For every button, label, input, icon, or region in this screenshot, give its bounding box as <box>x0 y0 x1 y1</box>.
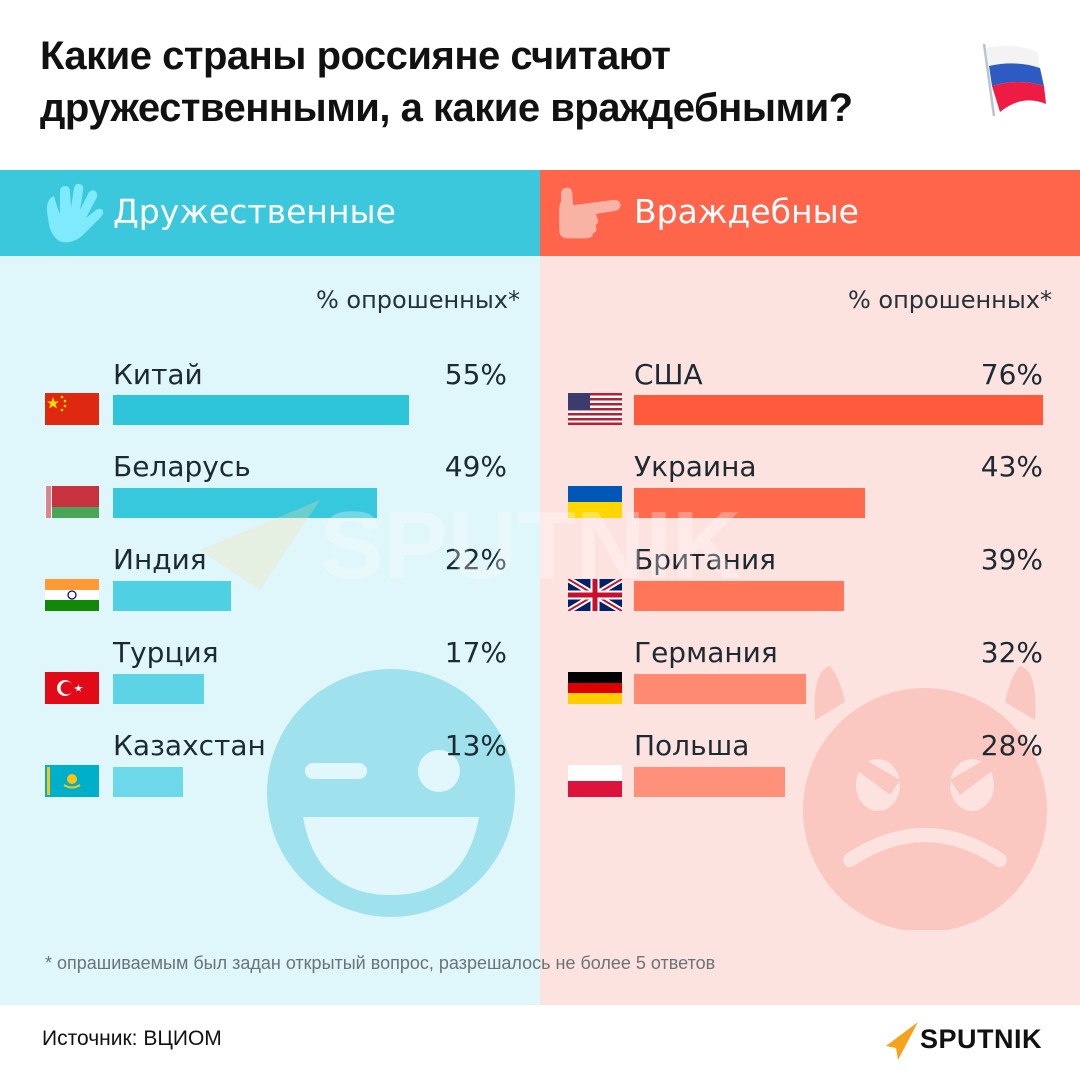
ukraine-flag-icon <box>568 486 622 518</box>
hostile-bar-germany <box>634 674 806 704</box>
friendly-bar-turkey <box>113 674 204 704</box>
friendly-row-india: Индия 22% <box>0 543 540 623</box>
hostile-bar-poland <box>634 767 785 797</box>
waving-hand-icon <box>46 183 104 243</box>
footnote: * опрашиваемым был задан открытый вопрос… <box>45 953 716 973</box>
percent-label: 39% <box>980 543 1043 576</box>
percent-label: 22% <box>444 543 507 576</box>
country-label: Германия <box>634 636 778 669</box>
friendly-bar-kazakhstan <box>113 767 183 797</box>
friendly-bar-row-turkey <box>0 654 540 734</box>
percent-label: 17% <box>444 636 507 669</box>
country-label: Польша <box>634 729 750 762</box>
friendly-bar-row-china <box>0 375 540 455</box>
russia-flag-icon <box>982 43 1046 117</box>
hostile-header-band: Враждебные <box>540 170 1080 256</box>
hostile-panel: Враждебные % опрошенных* США 76% Украина… <box>540 170 1080 1005</box>
hostile-bar-uk <box>634 581 844 611</box>
percent-label: 43% <box>980 450 1043 483</box>
hostile-bar-ukraine <box>634 488 865 518</box>
hostile-bar-row-germany <box>540 654 1080 734</box>
country-label: Британия <box>634 543 776 576</box>
source-label: Источник: ВЦИОМ <box>42 1027 222 1050</box>
friendly-bar-belarus <box>113 488 377 518</box>
percent-label: 32% <box>980 636 1043 669</box>
friendly-header-band: Дружественные <box>0 170 540 256</box>
friendly-panel: Дружественные % опрошенных* Китай 55% Бе… <box>0 170 540 1005</box>
percent-label: 13% <box>444 729 507 762</box>
china-flag-icon <box>45 393 99 425</box>
country-label: Казахстан <box>113 729 266 762</box>
friendly-bar-row-kazakhstan <box>0 747 540 827</box>
friendly-bar-row-belarus <box>0 468 540 548</box>
percent-label: 49% <box>444 450 507 483</box>
hostile-bar-row-poland <box>540 747 1080 827</box>
friendly-row-belarus: Беларусь 49% <box>0 450 540 530</box>
pointing-hand-icon <box>559 187 621 239</box>
sputnik-logo: SPUTNIK <box>884 1018 1054 1062</box>
hostile-row-uk: Британия 39% <box>540 543 1080 623</box>
hostile-row-usa: США 76% <box>540 358 1080 438</box>
country-label: Китай <box>113 358 203 391</box>
kazakhstan-flag-icon <box>45 765 99 797</box>
friendly-unit-label: % опрошенных* <box>316 286 520 314</box>
hostile-bar-usa <box>634 395 1043 425</box>
country-label: США <box>634 358 703 391</box>
hostile-row-germany: Германия 32% <box>540 636 1080 716</box>
friendly-bar-china <box>113 395 409 425</box>
hostile-bar-row-usa <box>540 375 1080 455</box>
country-label: Украина <box>634 450 757 483</box>
percent-label: 55% <box>444 358 507 391</box>
hostile-row-poland: Польша 28% <box>540 729 1080 809</box>
hostile-row-ukraine: Украина 43% <box>540 450 1080 530</box>
percent-label: 28% <box>980 729 1043 762</box>
hostile-unit-label: % опрошенных* <box>848 286 1052 314</box>
percent-label: 76% <box>980 358 1043 391</box>
belarus-flag-icon <box>45 486 99 518</box>
india-flag-icon <box>45 579 99 611</box>
friendly-row-turkey: Турция 17% <box>0 636 540 716</box>
poland-flag-icon <box>568 765 622 797</box>
country-label: Турция <box>113 636 219 669</box>
friendly-row-kazakhstan: Казахстан 13% <box>0 729 540 809</box>
country-label: Беларусь <box>113 450 251 483</box>
sputnik-logo-icon <box>886 1022 918 1060</box>
title-line-2: дружественными, а какие враждебными? <box>40 86 853 130</box>
page-title: Какие страны россияне считают дружествен… <box>40 30 960 134</box>
sputnik-logo-text: SPUTNIK <box>920 1024 1043 1054</box>
friendly-row-china: Китай 55% <box>0 358 540 438</box>
hostile-bar-row-uk <box>540 561 1080 641</box>
friendly-header-title: Дружественные <box>113 192 396 231</box>
hostile-bar-row-ukraine <box>540 468 1080 548</box>
country-label: Индия <box>113 543 207 576</box>
hostile-header-title: Враждебные <box>634 192 859 231</box>
usa-flag-icon <box>568 393 622 425</box>
friendly-bar-row-india <box>0 561 540 641</box>
title-line-1: Какие страны россияне считают <box>40 34 671 78</box>
uk-flag-icon <box>568 579 622 611</box>
turkey-flag-icon <box>45 672 99 704</box>
friendly-bar-india <box>113 581 231 611</box>
germany-flag-icon <box>568 672 622 704</box>
